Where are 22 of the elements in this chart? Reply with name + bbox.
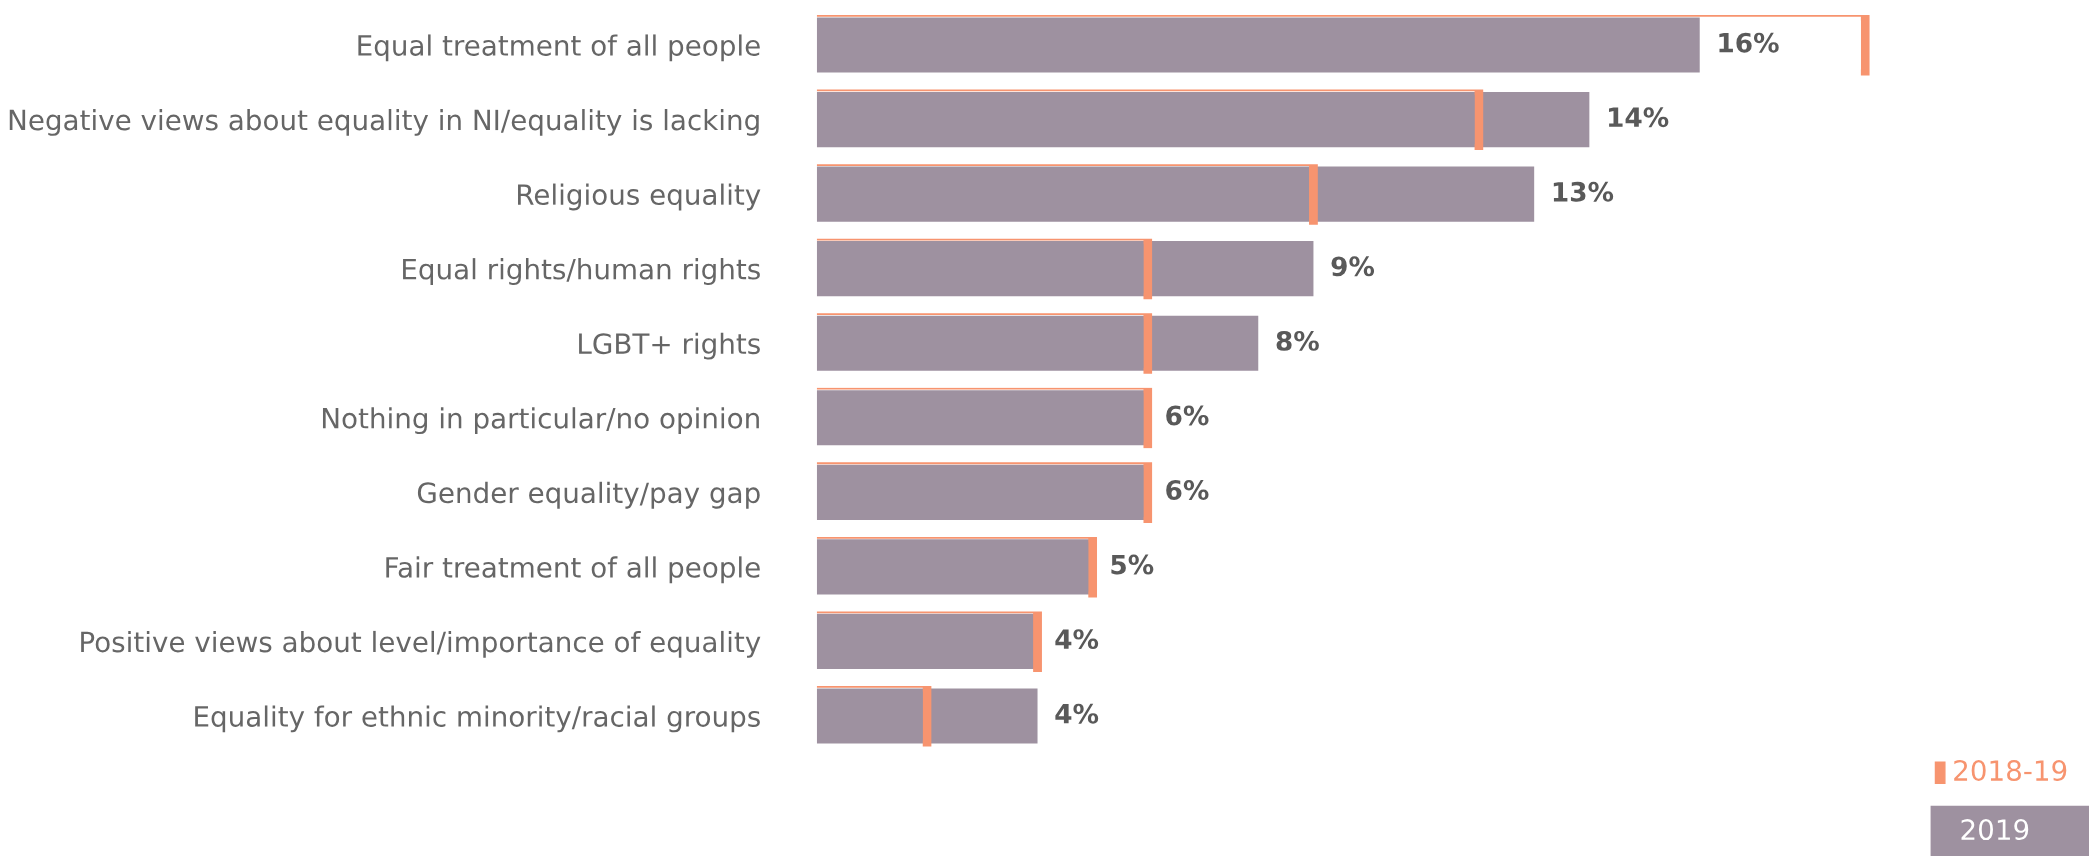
y-tick-label: Nothing in particular/no opinion	[322, 407, 759, 435]
y-tick-label: Equal treatment of all people	[358, 34, 760, 62]
y-tick-label: Religious equality	[518, 183, 761, 211]
data-label: 4%	[1055, 703, 1099, 724]
data-label: 8%	[1276, 330, 1319, 351]
legend-label: 2018-19	[1954, 760, 2067, 782]
y-tick-label: Positive views about level/importance of equality	[81, 630, 761, 658]
data-label: 16%	[1719, 32, 1779, 53]
y-tick-label: Fair treatment of all people	[386, 556, 760, 584]
data-label: 13%	[1553, 181, 1614, 202]
y-tick-label: Gender equality/pay gap	[417, 481, 760, 509]
data-label: 5%	[1111, 554, 1154, 575]
data-label: 6%	[1166, 405, 1209, 426]
data-label: 4%	[1055, 629, 1099, 650]
y-tick-label: Equal rights/human rights	[403, 258, 760, 285]
data-label: 14%	[1609, 107, 1669, 128]
y-tick-label: Equality for ethnic minority/racial groups	[195, 705, 760, 733]
data-label: 6%	[1166, 480, 1209, 500]
y-tick-label: LGBT+ rights	[579, 332, 760, 360]
data-label: 9%	[1331, 256, 1375, 277]
text: 2019	[1961, 819, 2029, 841]
y-tick-label: Negative views about equality in NI/equality is lacking	[9, 108, 759, 136]
